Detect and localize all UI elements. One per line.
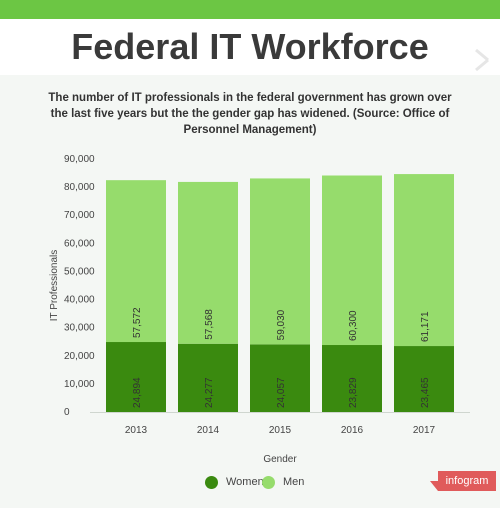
bar-women-2017 xyxy=(394,346,454,412)
bar-men-2017 xyxy=(394,174,454,347)
y-tick-label: 10,000 xyxy=(64,379,95,390)
y-tick-label: 50,000 xyxy=(64,266,95,277)
bar-value-label: 24,894 xyxy=(132,377,143,408)
legend-swatch-men xyxy=(262,475,275,489)
chart-legend: Women Men xyxy=(0,474,500,490)
y-tick-label: 90,000 xyxy=(64,154,95,165)
bar-value-label: 61,171 xyxy=(420,311,431,342)
bar-men-2015 xyxy=(250,178,310,345)
stacked-bar-chart: 0 10,000 20,000 30,000 40,000 50,000 60,000 70,… xyxy=(49,154,470,465)
legend-item-men[interactable]: Men xyxy=(262,474,304,490)
legend-label-men: Men xyxy=(283,476,305,488)
y-tick-label: 40,000 xyxy=(64,295,95,306)
bar-men-2014 xyxy=(178,181,238,344)
corner-fold-icon xyxy=(475,48,489,72)
bar-women-2015 xyxy=(250,344,310,412)
x-tick-label: 2016 xyxy=(341,425,364,436)
x-axis-label: Gender xyxy=(263,454,297,465)
bar-women-2014 xyxy=(178,343,238,412)
brand-tail xyxy=(430,481,438,491)
legend-item-women[interactable]: Women xyxy=(205,474,264,490)
page-title: Federal IT Workforce xyxy=(71,26,429,67)
y-tick-label: 60,000 xyxy=(64,238,95,249)
x-tick-label: 2014 xyxy=(197,425,220,436)
y-tick-label: 30,000 xyxy=(64,323,95,334)
bar-value-label: 57,568 xyxy=(204,309,215,340)
bar-women-2013 xyxy=(106,342,166,412)
x-tick-label: 2017 xyxy=(413,425,436,436)
y-tick-label: 20,000 xyxy=(64,351,95,362)
legend-label-women: Women xyxy=(226,476,264,488)
bar-value-label: 23,465 xyxy=(420,377,431,408)
x-tick-label: 2015 xyxy=(269,425,292,436)
legend-swatch-women xyxy=(205,475,218,489)
bar-value-label: 23,829 xyxy=(348,377,359,408)
chart-subtitle: The number of IT professionals in the fe… xyxy=(48,92,452,136)
y-tick-label: 0 xyxy=(64,407,70,418)
bar-men-2016 xyxy=(322,175,382,346)
bar-value-label: 59,030 xyxy=(276,309,287,340)
infogram-badge[interactable]: infogram xyxy=(438,471,496,491)
y-axis-label: IT Professionals xyxy=(49,250,60,322)
y-tick-label: 80,000 xyxy=(64,182,95,193)
bar-value-label: 24,277 xyxy=(204,377,215,408)
bar-value-label: 24,057 xyxy=(276,377,287,408)
bar-men-2013 xyxy=(106,180,166,343)
bar-value-label: 57,572 xyxy=(132,307,143,338)
top-color-bar xyxy=(0,0,500,19)
title-band xyxy=(0,19,500,75)
bar-value-label: 60,300 xyxy=(348,310,359,341)
bar-women-2016 xyxy=(322,345,382,412)
x-tick-label: 2013 xyxy=(125,425,148,436)
y-tick-label: 70,000 xyxy=(64,210,95,221)
